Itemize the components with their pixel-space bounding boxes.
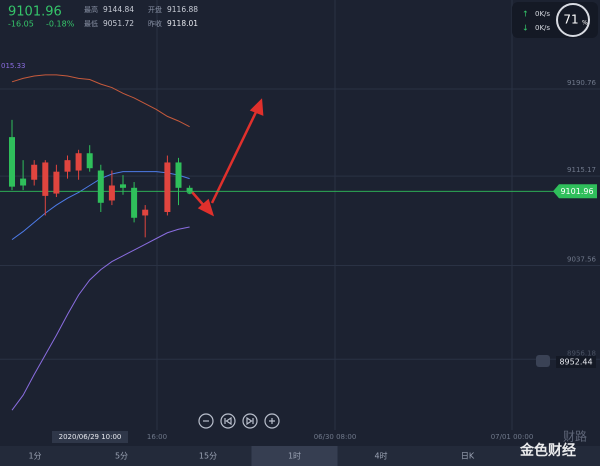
scroll-end[interactable] <box>242 413 258 429</box>
watermark: 金色财经 <box>519 442 576 459</box>
timeframe-tab[interactable]: 5分 <box>115 452 128 461</box>
stat-label: 昨收 <box>148 19 162 28</box>
y-tick-label: 8956.18 <box>567 349 596 357</box>
change: -16.05 <box>8 20 34 29</box>
stat-value: 9118.01 <box>167 19 198 28</box>
stat-label: 最低 <box>84 19 98 28</box>
download-icon: ↓ <box>522 24 529 33</box>
scroll-start[interactable] <box>220 413 236 429</box>
x-tick-label: 06/30 08:00 <box>314 433 357 441</box>
battery-value: 71 <box>563 13 578 27</box>
candle-body <box>175 162 182 188</box>
change-pct: -0.18% <box>46 20 75 29</box>
upload-icon: ↑ <box>522 10 529 19</box>
candle-body <box>108 185 115 201</box>
timeframe-tab[interactable]: 1时 <box>288 451 301 461</box>
zoom-in[interactable] <box>264 413 280 429</box>
candle-body <box>131 187 138 218</box>
candle-body <box>53 171 60 194</box>
timeframe-tabs: 1分 5分 15分 1时 4时 日K <box>28 446 475 466</box>
stat-value: 9116.88 <box>167 5 198 14</box>
timeframe-tab[interactable]: 1分 <box>28 452 41 461</box>
stat-value: 9144.84 <box>103 5 134 14</box>
stat-label: 最高 <box>84 5 98 14</box>
candle-body <box>75 153 82 171</box>
download-speed: 0K/s <box>535 24 550 32</box>
zoom-out[interactable] <box>198 413 214 429</box>
y-tick-label: 9037.56 <box>567 256 596 264</box>
x-label-box <box>52 431 128 443</box>
x-tick-label: 2020/06/29 10:00 <box>59 433 122 441</box>
band-line <box>11 226 190 411</box>
watermark-faint: 财路 <box>563 429 587 444</box>
candle-body <box>142 209 149 216</box>
active-tab <box>251 446 338 466</box>
timeframe-tab[interactable]: 日K <box>461 452 475 461</box>
stat-value: 9051.72 <box>103 19 134 28</box>
current-price-label: 9101.96 <box>560 187 593 196</box>
candle-body <box>97 170 104 203</box>
upload-speed: 0K/s <box>535 10 550 18</box>
stat-label: 开盘 <box>148 5 162 14</box>
battery-unit: % <box>582 20 588 27</box>
candle-body <box>164 162 171 213</box>
candle-body <box>120 184 126 188</box>
x-tick-label: 07/01 00:00 <box>491 433 534 441</box>
timeframe-tab[interactable]: 4时 <box>374 451 387 461</box>
alert-price: 8952.44 <box>559 358 592 367</box>
current-price-badge <box>553 184 597 199</box>
annotation-arrows <box>191 98 264 217</box>
candle-body <box>20 178 27 186</box>
zoom-controls[interactable] <box>198 413 280 429</box>
y-tick-label: 9190.76 <box>567 79 596 87</box>
alert-badge <box>556 356 596 368</box>
candle-body <box>64 160 71 172</box>
candle-body <box>31 164 38 180</box>
alert-icon <box>536 355 550 367</box>
price: 9101.96 <box>8 5 62 20</box>
y-tick-label: 9115.17 <box>567 166 596 174</box>
candle-body <box>86 153 93 169</box>
status-widget <box>512 2 598 38</box>
band-line <box>11 74 190 128</box>
band-label: 015.33 <box>1 62 26 70</box>
last-point <box>186 188 193 195</box>
candle-body <box>9 137 15 187</box>
x-tick-label: 16:00 <box>147 433 167 441</box>
battery-ring <box>556 3 590 37</box>
candle-body <box>42 162 49 196</box>
timeframe-tab[interactable]: 15分 <box>199 452 217 461</box>
